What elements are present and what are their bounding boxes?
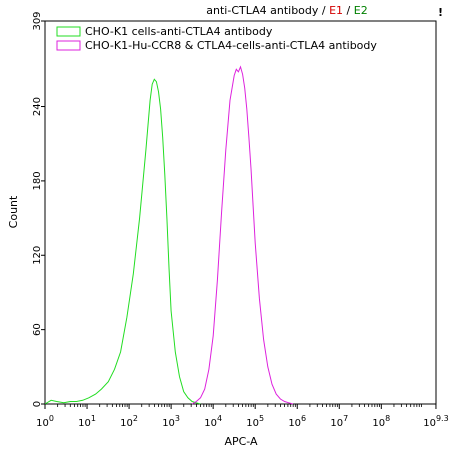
legend-label-green: CHO-K1 cells-anti-CTLA4 antibody bbox=[85, 25, 273, 38]
legend: CHO-K1 cells-anti-CTLA4 antibody CHO-K1-… bbox=[56, 25, 377, 52]
series-line-1 bbox=[191, 65, 294, 405]
legend-label-magenta: CHO-K1-Hu-CCR8 & CTLA4-cells-anti-CTLA4 … bbox=[85, 39, 377, 52]
corner-marker: ! bbox=[438, 6, 443, 19]
x-tick-label-7: 107 bbox=[330, 414, 348, 429]
y-tick-label-4: 240 bbox=[32, 97, 43, 116]
x-tick-label-0: 100 bbox=[36, 414, 54, 429]
x-tick-label-2: 102 bbox=[120, 414, 138, 429]
legend-swatch-magenta bbox=[56, 40, 81, 51]
chart-title: anti-CTLA4 antibody / E1 / E2 bbox=[206, 4, 367, 17]
x-tick-label-5: 105 bbox=[246, 414, 264, 429]
y-tick-label-5: 309 bbox=[32, 11, 43, 30]
x-axis-label: APC-A bbox=[224, 435, 258, 448]
y-axis-label: Count bbox=[7, 195, 20, 228]
x-axis: 100 101 102 103 104 105 106 107 108 109.3 bbox=[36, 404, 449, 429]
y-tick-label-0: 0 bbox=[32, 401, 43, 407]
x-tick-label-1: 101 bbox=[78, 414, 96, 429]
title-separator: / bbox=[343, 4, 354, 17]
series-layer bbox=[44, 65, 294, 405]
x-tick-label-3: 103 bbox=[162, 414, 180, 429]
x-tick-label-4: 104 bbox=[204, 414, 222, 429]
legend-swatch-green bbox=[56, 26, 81, 37]
title-main: anti-CTLA4 antibody / bbox=[206, 4, 329, 17]
y-axis: 0 60 120 180 240 309 bbox=[32, 11, 45, 407]
title-e1: E1 bbox=[329, 4, 343, 17]
x-tick-label-9: 109.3 bbox=[423, 414, 448, 429]
plot-frame bbox=[44, 20, 437, 405]
y-tick-label-1: 60 bbox=[32, 323, 43, 336]
series-line-0 bbox=[44, 78, 201, 405]
y-tick-label-2: 120 bbox=[32, 246, 43, 265]
x-tick-label-8: 108 bbox=[372, 414, 390, 429]
title-e2: E2 bbox=[354, 4, 368, 17]
x-tick-label-6: 106 bbox=[288, 414, 306, 429]
y-tick-label-3: 180 bbox=[32, 171, 43, 190]
